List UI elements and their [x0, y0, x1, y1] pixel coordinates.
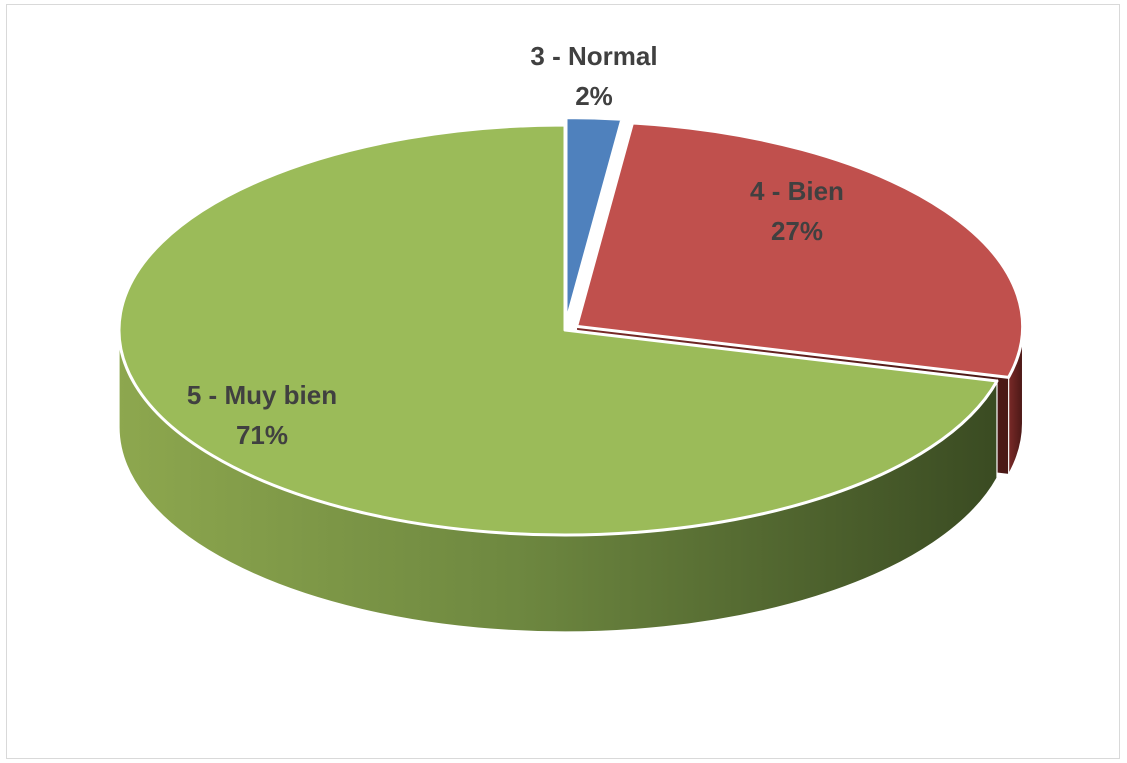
- pie-data-labels: 3 - Normal 2% 4 - Bien 27% 5 - Muy bien …: [187, 41, 844, 450]
- slice-label-muy-bien: 5 - Muy bien: [187, 380, 337, 410]
- slice-top-normal: [564, 116, 624, 325]
- slice-label-bien: 4 - Bien: [750, 176, 844, 206]
- slice-percent-muy-bien: 71%: [236, 420, 288, 450]
- slice-label-normal: 3 - Normal: [530, 41, 657, 71]
- slice-top-bien: [575, 121, 1025, 379]
- slice-percent-normal: 2%: [575, 81, 613, 111]
- slice-percent-bien: 27%: [771, 216, 823, 246]
- slice-top-muy-bien: [117, 123, 999, 537]
- pie-slice-tops: [117, 116, 1025, 537]
